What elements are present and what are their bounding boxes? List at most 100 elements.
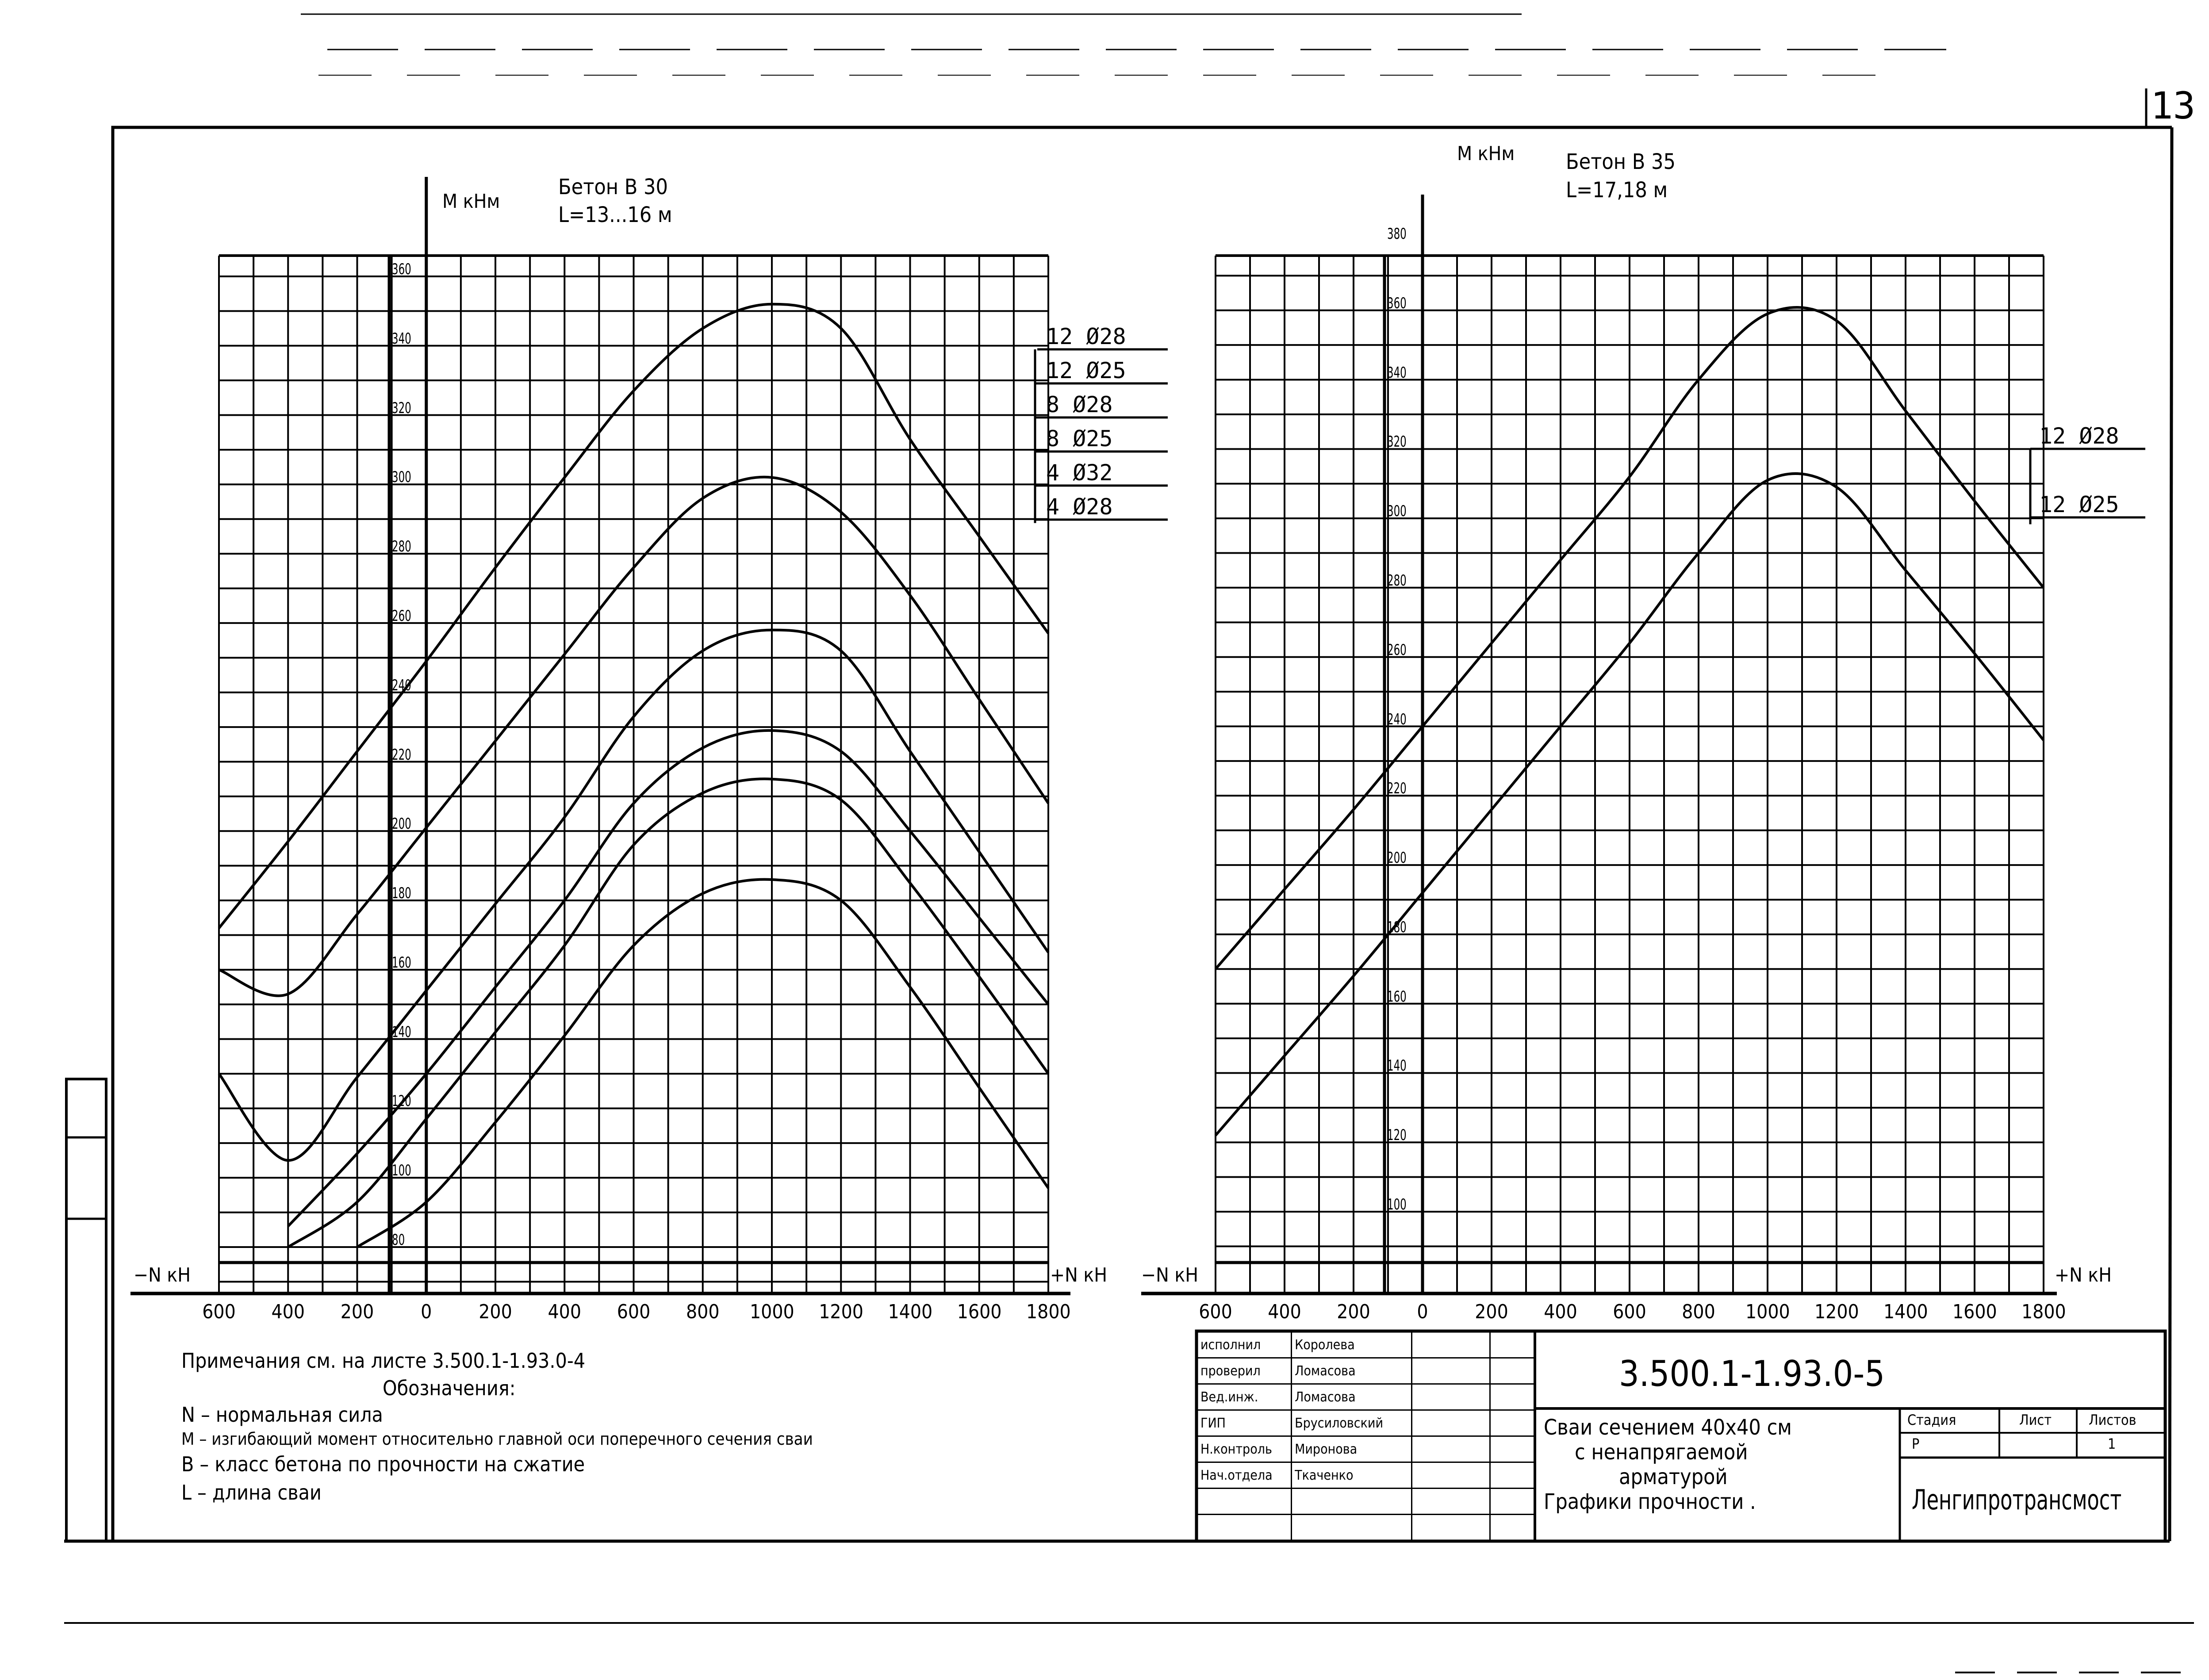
y-tick-label: 340	[1387, 364, 1407, 382]
notes-legend-title: Обозначения:	[383, 1376, 516, 1400]
x-tick-label: 600	[202, 1301, 236, 1323]
x-tick-label: 200	[1337, 1301, 1370, 1323]
x-tick-label: 200	[340, 1301, 374, 1323]
x-tick-label: 800	[686, 1301, 720, 1323]
role-cell	[1196, 1488, 1292, 1515]
x-tick-label: 1000	[750, 1301, 794, 1323]
right-concrete-class: Бетон В 35	[1566, 149, 1676, 174]
signature-cell	[1411, 1514, 1491, 1541]
right-neg-n-label: −N кН	[1141, 1264, 1199, 1286]
name-cell: Брусиловский	[1291, 1409, 1413, 1437]
sheets-header: Листов	[2089, 1412, 2136, 1428]
signature-row: Нач.отдела Ткаченко	[1196, 1462, 1535, 1489]
y-tick-label: 220	[1387, 780, 1407, 798]
signature-row	[1196, 1488, 1535, 1515]
role-cell: исполнил	[1196, 1331, 1292, 1359]
y-tick-label: 240	[1387, 710, 1407, 728]
curve-1228	[218, 302, 1050, 929]
legend-entry: 12 Ø25	[2039, 492, 2119, 517]
role-cell: Вед.инж.	[1196, 1383, 1292, 1411]
legend-entry: 4 Ø32	[1046, 460, 1113, 486]
notes-block: Примечания см. на листе 3.500.1-1.93.0-4…	[181, 1349, 813, 1504]
description-line: Графики прочности .	[1544, 1489, 1756, 1514]
x-tick-label: 0	[1417, 1301, 1428, 1323]
signature-row: проверил Ломасова	[1196, 1357, 1535, 1385]
x-tick-label: 1400	[1883, 1301, 1928, 1323]
description-line: с ненапрягаемой	[1575, 1440, 1748, 1465]
note-item: M – изгибающий момент относительно главн…	[181, 1429, 813, 1449]
y-tick-label: 300	[392, 468, 411, 486]
signature-cell	[1411, 1435, 1491, 1463]
right-pile-length: L=17,18 м	[1566, 178, 1668, 203]
y-tick-label: 120	[1387, 1126, 1407, 1144]
y-tick-label: 320	[1387, 433, 1407, 451]
y-tick-label: 120	[392, 1092, 411, 1110]
y-tick-label: 180	[1387, 918, 1407, 936]
x-tick-label: 1600	[1952, 1301, 1997, 1323]
x-tick-label: 1200	[819, 1301, 863, 1323]
curve-428	[356, 878, 1050, 1248]
y-tick-label: 100	[392, 1162, 411, 1180]
note-item: B – класс бетона по прочности на сжатие	[181, 1452, 585, 1476]
x-tick-label: 600	[1199, 1301, 1232, 1323]
name-cell: Ткаченко	[1291, 1462, 1413, 1489]
y-tick-label: 140	[1387, 1057, 1407, 1075]
right-y-axis-label: M кНм	[1457, 142, 1515, 165]
x-tick-label: 1200	[1814, 1301, 1859, 1323]
curve-432	[287, 777, 1050, 1248]
y-tick-label: 200	[392, 815, 411, 833]
date-cell	[1489, 1409, 1535, 1437]
y-tick-label: 260	[1387, 641, 1407, 659]
legend-entry: 12 Ø28	[1046, 324, 1126, 349]
y-tick-label: 280	[1387, 571, 1407, 589]
role-cell: ГИП	[1196, 1409, 1292, 1437]
notes-reference: Примечания см. на листе 3.500.1-1.93.0-4	[181, 1349, 586, 1373]
y-tick-label: 100	[1387, 1196, 1407, 1213]
y-tick-label: 360	[1387, 294, 1407, 312]
date-cell	[1489, 1435, 1535, 1463]
name-cell: Королева	[1291, 1331, 1413, 1359]
x-tick-label: 1600	[957, 1301, 1002, 1323]
left-y-axis-label: M кНм	[442, 190, 500, 213]
name-cell	[1291, 1514, 1413, 1541]
legend-entry: 8 Ø28	[1046, 392, 1113, 417]
y-tick-label: 180	[392, 884, 411, 903]
y-tick-label: 320	[392, 399, 411, 417]
y-tick-label: 380	[1387, 225, 1407, 243]
description-line: арматурой	[1619, 1465, 1728, 1489]
y-tick-label: 80	[392, 1231, 405, 1249]
x-tick-label: 1800	[1026, 1301, 1071, 1323]
date-cell	[1489, 1331, 1535, 1359]
role-cell	[1196, 1514, 1292, 1541]
curve-825	[287, 729, 1050, 1228]
signature-cell	[1411, 1409, 1491, 1437]
x-tick-label: 0	[421, 1301, 432, 1323]
stage-header: Стадия	[1907, 1412, 1956, 1428]
x-tick-label: 1400	[888, 1301, 933, 1323]
x-tick-label: 400	[271, 1301, 305, 1323]
name-cell: Ломасова	[1291, 1357, 1413, 1385]
curve-1225	[1214, 472, 2045, 1137]
x-tick-label: 200	[479, 1301, 512, 1323]
y-tick-label: 360	[392, 260, 411, 278]
document-description: Сваи сечением 40x40 см с ненапрягаемой а…	[1544, 1415, 1792, 1514]
x-tick-label: 400	[1544, 1301, 1577, 1323]
date-cell	[1489, 1383, 1535, 1411]
legend-entry: 4 Ø28	[1046, 494, 1113, 520]
y-tick-label: 280	[392, 538, 411, 556]
signature-row: Вед.инж. Ломасова	[1196, 1383, 1535, 1411]
x-tick-label: 600	[1613, 1301, 1646, 1323]
left-concrete-class: Бетон В 30	[558, 175, 668, 199]
note-item: N – нормальная сила	[181, 1403, 383, 1427]
x-tick-label: 1800	[2021, 1301, 2066, 1323]
x-tick-label: 200	[1475, 1301, 1508, 1323]
y-tick-label: 300	[1387, 502, 1407, 520]
legend-entry: 12 Ø28	[2039, 423, 2119, 449]
role-cell: проверил	[1196, 1357, 1292, 1385]
signature-cell	[1411, 1331, 1491, 1359]
left-pile-length: L=13...16 м	[558, 203, 672, 227]
signature-row	[1196, 1514, 1535, 1541]
name-cell	[1291, 1488, 1413, 1515]
x-tick-label: 600	[617, 1301, 651, 1323]
